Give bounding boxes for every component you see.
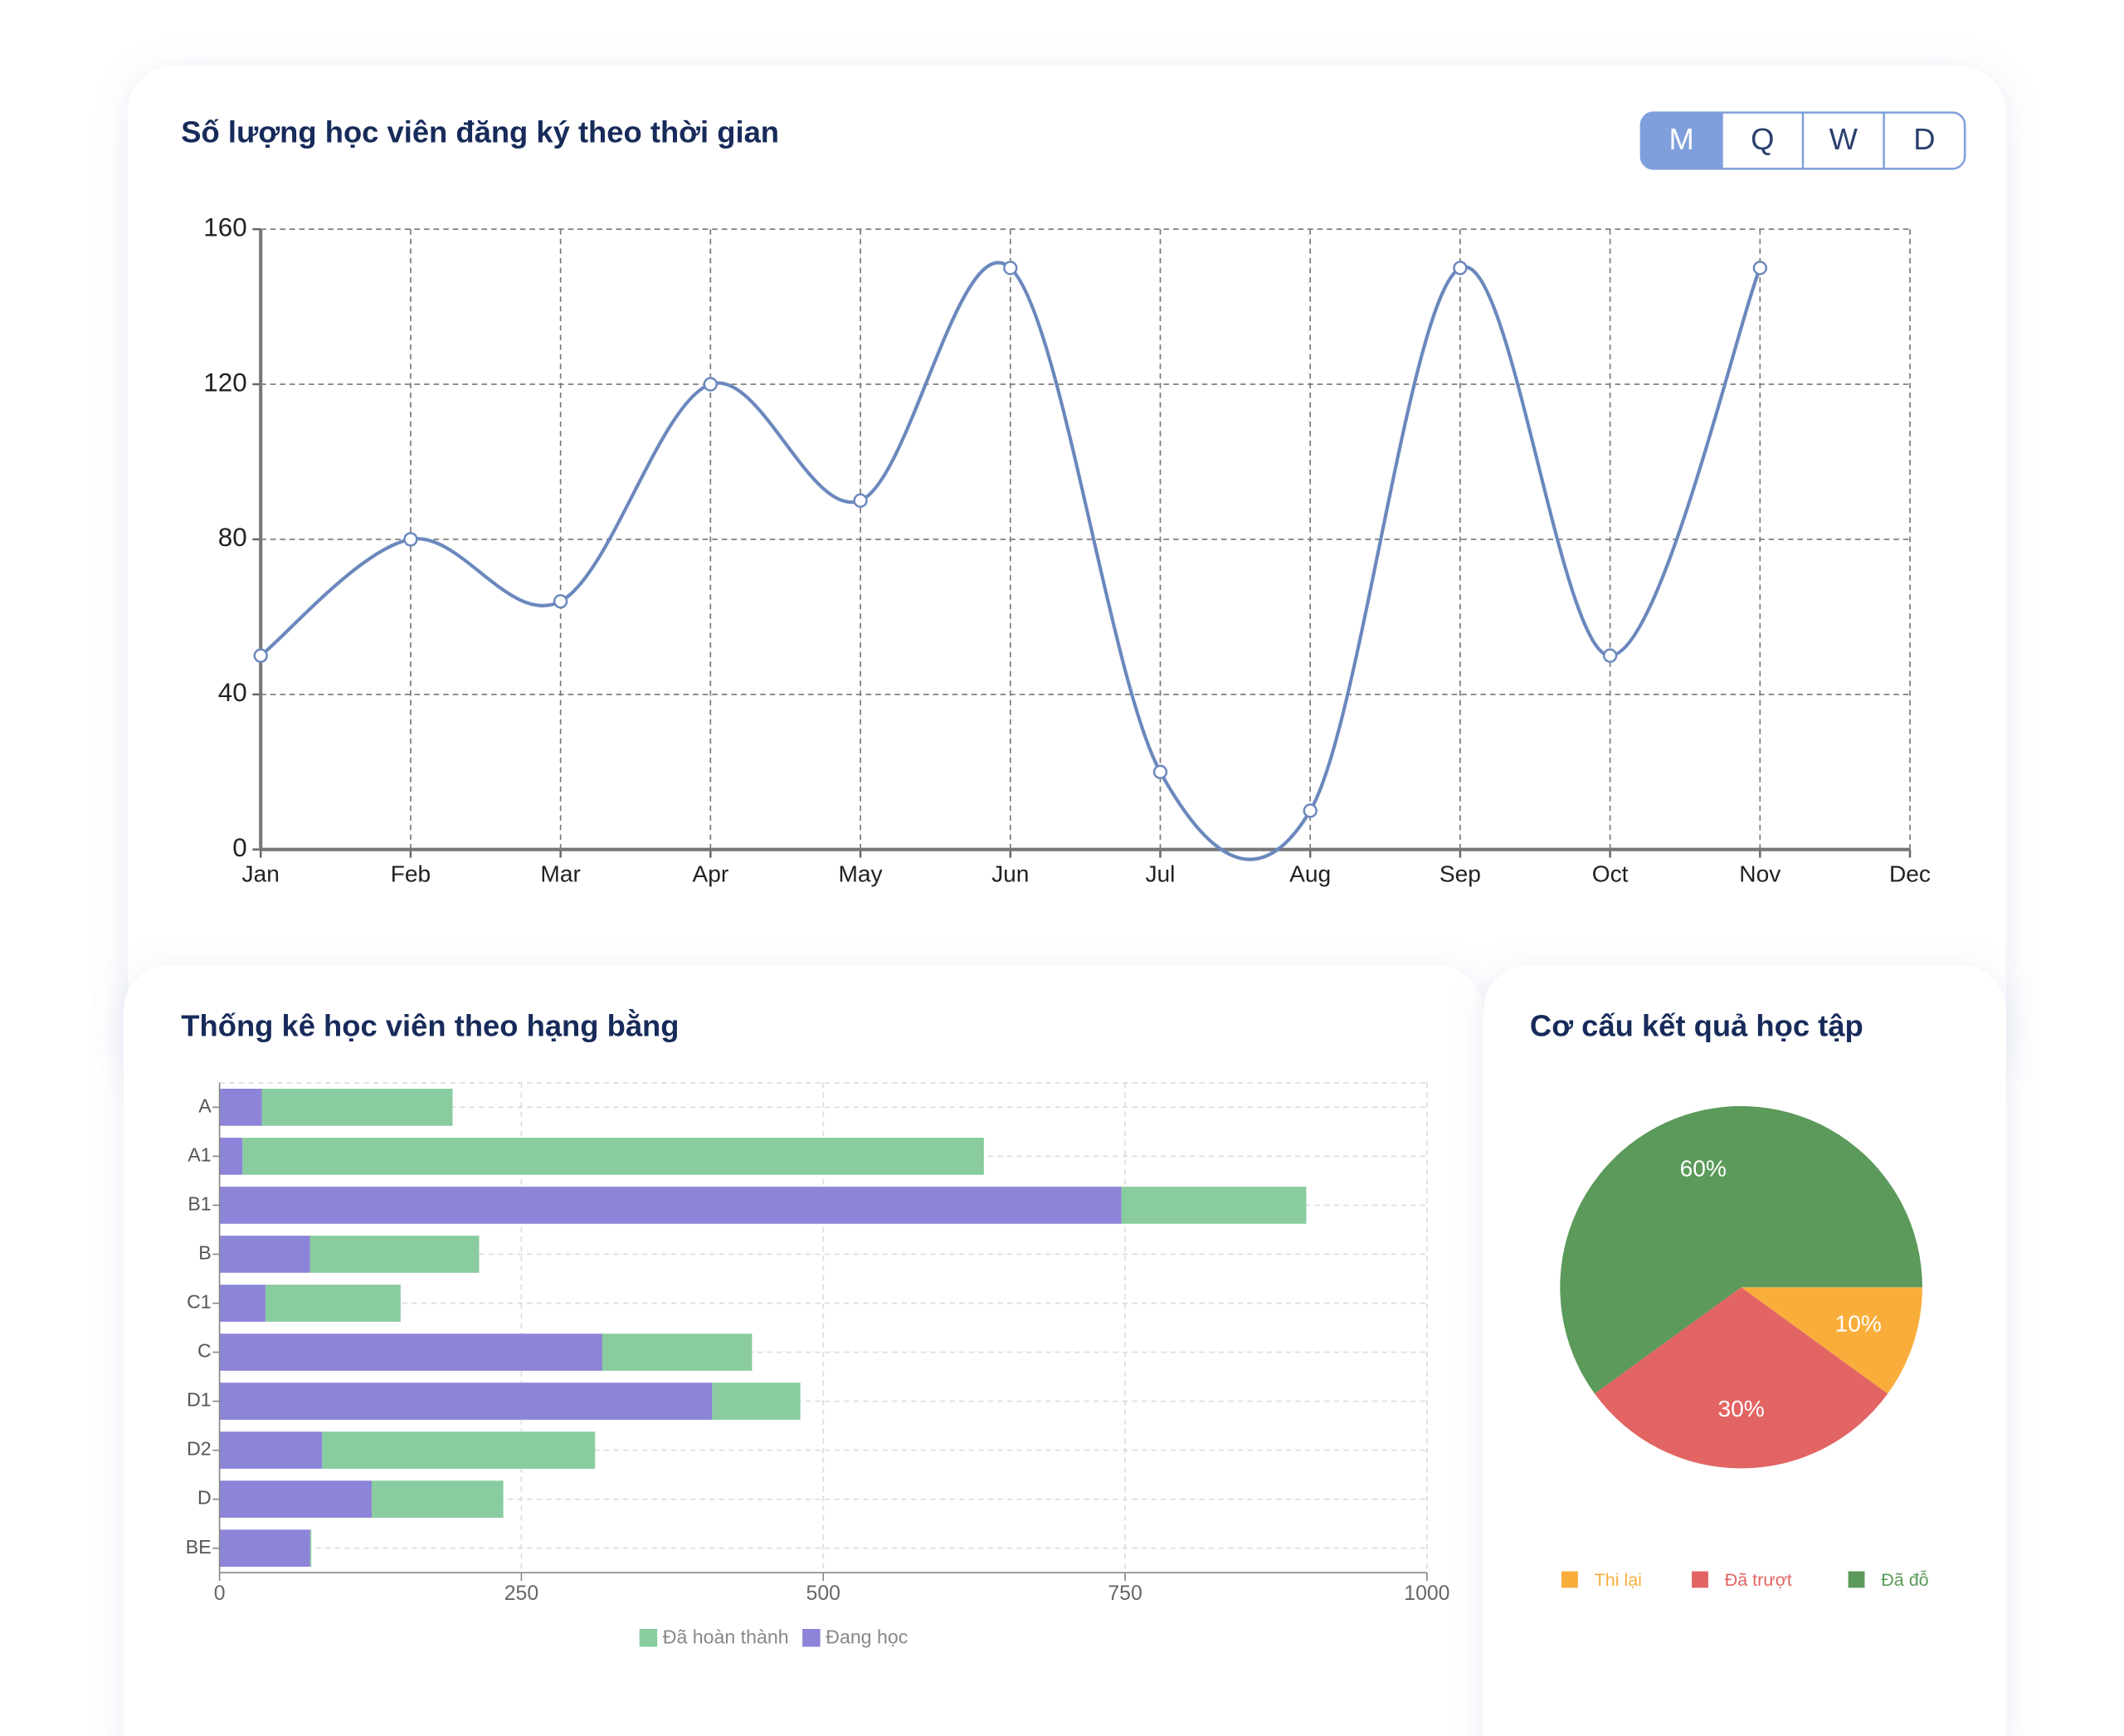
y-tick-label: 80 <box>218 523 247 552</box>
y-tick-label: C <box>197 1340 212 1362</box>
x-tick-label: Apr <box>692 861 728 887</box>
x-tick-label: Sep <box>1440 861 1481 887</box>
bar-segment <box>219 1187 1122 1224</box>
x-tick-label: 1000 <box>1404 1582 1449 1605</box>
pie-slice <box>1595 1287 1888 1469</box>
x-tick-label: Dec <box>1889 861 1931 887</box>
card <box>127 66 2006 1082</box>
period-button[interactable]: M <box>1640 112 1722 169</box>
data-point <box>1453 261 1468 276</box>
bar-segment <box>219 1089 262 1126</box>
line-series <box>259 261 1762 861</box>
button-label: Q <box>1751 122 1774 156</box>
legend-swatch <box>1692 1571 1708 1588</box>
chart-title: Số lượng học viên đăng ký theo thời gian <box>181 115 779 149</box>
y-tick-label: B1 <box>188 1193 211 1215</box>
slice-label: 10% <box>1835 1311 1882 1337</box>
legend-swatch <box>802 1629 821 1647</box>
x-tick-label: 500 <box>806 1582 840 1605</box>
bar-segment <box>265 1285 401 1322</box>
y-tick-label: D2 <box>187 1438 212 1460</box>
bar-segment <box>242 1138 984 1175</box>
data-point <box>253 648 268 663</box>
data-point <box>1003 261 1018 276</box>
y-tick-label: 40 <box>218 678 247 707</box>
y-tick-label: BE <box>186 1536 212 1558</box>
pie-slice <box>1560 1105 1922 1394</box>
x-tick-label: Feb <box>391 861 431 887</box>
data-point <box>1303 803 1318 818</box>
x-tick-label: Aug <box>1289 861 1331 887</box>
data-point <box>853 493 868 508</box>
slice-label: 60% <box>1680 1155 1727 1181</box>
bar-segment <box>219 1529 310 1568</box>
x-tick-label: Oct <box>1592 861 1629 887</box>
legend-label: Thi lại <box>1595 1570 1642 1590</box>
legend-label: Đang học <box>826 1626 908 1648</box>
bar-segment <box>322 1431 596 1469</box>
button-label: W <box>1829 122 1858 156</box>
chart-title: Cơ cấu kết quả học tập <box>1530 1008 1863 1042</box>
bar-segment <box>219 1480 372 1518</box>
legend-swatch <box>1848 1571 1865 1588</box>
data-point <box>403 532 418 547</box>
bar-segment <box>309 1529 312 1568</box>
period-button[interactable]: Q <box>1721 112 1774 169</box>
y-tick-label: 0 <box>232 833 246 862</box>
legend-swatch <box>1561 1571 1578 1588</box>
y-tick-label: C1 <box>187 1291 212 1313</box>
button-bg <box>1640 112 1722 169</box>
y-tick-label: D1 <box>187 1389 212 1411</box>
chart-title: Thống kê học viên theo hạng bằng <box>181 1007 679 1042</box>
bar-segment <box>712 1382 801 1420</box>
bar-segment <box>602 1334 753 1371</box>
legend-label: Đã đỗ <box>1881 1569 1928 1590</box>
y-tick-label: B <box>198 1242 211 1264</box>
bar-segment <box>1121 1187 1307 1224</box>
x-tick-label: Mar <box>540 861 580 887</box>
x-tick-label: Jun <box>991 861 1029 887</box>
data-point <box>1752 261 1767 276</box>
bar-segment <box>309 1236 480 1273</box>
bar-segment <box>219 1431 323 1469</box>
y-tick-label: 160 <box>203 212 246 241</box>
x-tick-label: 750 <box>1108 1582 1142 1605</box>
data-point <box>703 377 719 392</box>
button-label: D <box>1913 122 1935 156</box>
data-point <box>1152 764 1168 779</box>
x-tick-label: Jan <box>242 861 280 887</box>
y-tick-label: 120 <box>203 368 246 397</box>
legend-swatch <box>639 1629 658 1647</box>
bar-segment <box>219 1382 713 1420</box>
button-label: M <box>1669 122 1694 156</box>
bar-segment <box>371 1480 504 1518</box>
slice-label: 30% <box>1717 1396 1764 1421</box>
x-tick-label: May <box>838 861 882 887</box>
legend-label: Đã trượt <box>1725 1570 1792 1590</box>
period-button[interactable]: D <box>1883 112 1936 169</box>
bar-segment <box>261 1089 453 1126</box>
data-point <box>1602 648 1618 663</box>
legend-label: Đã hoàn thành <box>663 1626 789 1648</box>
x-tick-label: 0 <box>214 1582 226 1605</box>
data-point <box>553 593 568 609</box>
bar-segment <box>219 1138 243 1175</box>
y-tick-label: D <box>197 1487 212 1509</box>
x-tick-label: Nov <box>1739 861 1781 887</box>
bar-segment <box>219 1285 266 1322</box>
x-tick-label: 250 <box>504 1582 538 1605</box>
y-tick-label: A <box>198 1095 212 1116</box>
bar-segment <box>219 1334 602 1371</box>
period-button[interactable]: W <box>1801 112 1858 169</box>
x-tick-label: Jul <box>1145 861 1175 887</box>
y-tick-label: A1 <box>188 1144 211 1165</box>
bar-segment <box>219 1236 310 1273</box>
pie-slice <box>1741 1287 1922 1394</box>
